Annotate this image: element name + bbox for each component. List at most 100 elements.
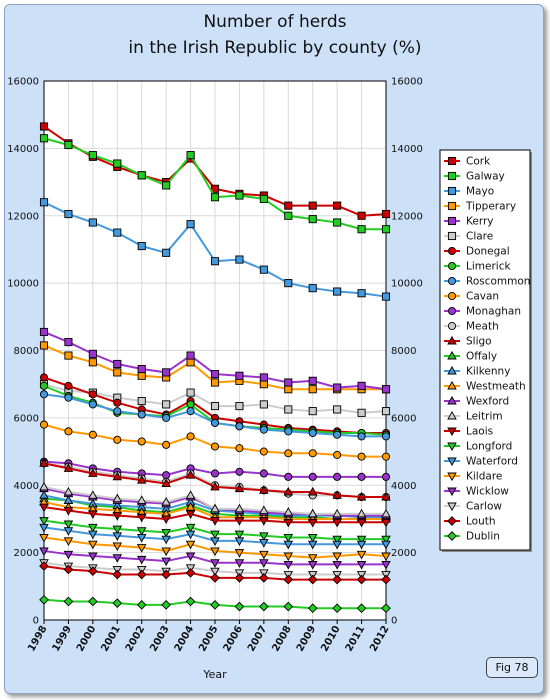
- data-point-sligo: [234, 483, 245, 493]
- data-point-laois: [307, 518, 318, 528]
- data-point-roscommon: [137, 410, 146, 419]
- data-point-wicklow: [39, 547, 49, 557]
- series-wicklow: [39, 547, 391, 570]
- data-point-cork: [210, 184, 220, 193]
- data-point-mayo: [39, 198, 49, 207]
- series-louth: [39, 561, 391, 585]
- data-point-sligo: [381, 491, 391, 501]
- data-point-mayo: [284, 279, 293, 288]
- data-point-kildare: [63, 537, 74, 546]
- data-point-donegal: [88, 390, 97, 399]
- legend-label: Cavan: [466, 291, 499, 303]
- data-point-laois: [112, 512, 123, 521]
- data-point-cavan: [284, 449, 293, 458]
- data-point-laois: [283, 518, 294, 528]
- data-point-louth: [88, 566, 98, 576]
- data-point-kerry: [210, 370, 220, 379]
- data-point-tipperary: [210, 378, 220, 387]
- data-point-clare: [308, 407, 317, 416]
- data-point-wicklow: [210, 559, 220, 568]
- legend-label: Offaly: [466, 351, 497, 363]
- legend-item-sligo: Sligo: [444, 336, 492, 348]
- y-tick-label-left: 8000: [14, 346, 39, 357]
- data-point-mayo: [137, 242, 146, 251]
- legend-item-wicklow: Wicklow: [444, 486, 509, 498]
- data-point-galway: [39, 134, 49, 143]
- legend-item-offaly: Offaly: [444, 351, 497, 363]
- data-point-roscommon: [88, 400, 97, 409]
- data-point-kerry: [235, 371, 244, 380]
- legend-swatch-marker: [447, 380, 457, 390]
- y-tick-label-left: 2000: [14, 548, 39, 559]
- series-clare: [39, 380, 391, 417]
- data-point-dublin: [356, 603, 367, 614]
- data-point-louth: [185, 568, 196, 578]
- data-point-waterford: [136, 534, 147, 543]
- x-tick-label: 2007: [246, 624, 269, 654]
- x-tick-label: 2010: [319, 624, 342, 654]
- y-tick-label-right: 8000: [391, 346, 416, 357]
- x-tick-label: 1998: [26, 624, 49, 654]
- legend-item-kerry: Kerry: [444, 216, 494, 228]
- data-point-sligo: [210, 481, 220, 491]
- legend-item-cavan: Cavan: [444, 291, 499, 303]
- data-point-laois: [234, 517, 245, 526]
- data-point-tipperary: [39, 341, 49, 350]
- data-point-kildare: [283, 552, 294, 562]
- data-point-tipperary: [113, 368, 122, 377]
- data-point-wicklow: [234, 559, 245, 568]
- legend-item-limerick: Limerick: [444, 261, 511, 273]
- data-point-tipperary: [64, 351, 73, 360]
- legend-box: [439, 149, 531, 551]
- data-point-leitrim: [136, 495, 147, 504]
- data-point-kildare: [332, 552, 342, 562]
- data-point-dublin: [39, 594, 49, 605]
- plot-border: [43, 80, 387, 621]
- data-point-cork: [39, 122, 49, 131]
- legend-label: Wexford: [466, 396, 509, 408]
- data-point-galway: [113, 159, 122, 168]
- legend-label: Monaghan: [466, 306, 521, 318]
- data-point-laois: [136, 513, 147, 523]
- data-point-kerry: [162, 368, 171, 377]
- legend-swatch-marker: [447, 350, 457, 360]
- data-point-kildare: [39, 534, 49, 543]
- data-point-monaghan: [210, 469, 220, 478]
- data-point-sligo: [88, 468, 98, 477]
- data-point-kerry: [308, 376, 317, 385]
- data-point-donegal: [39, 373, 49, 382]
- legend-item-carlow: Carlow: [444, 501, 502, 513]
- data-point-longford: [381, 535, 391, 545]
- data-point-clare: [357, 408, 366, 417]
- data-point-dublin: [185, 596, 196, 607]
- legend-item-kilkenny: Kilkenny: [444, 366, 510, 378]
- data-point-monaghan: [235, 467, 244, 476]
- data-point-cavan: [88, 430, 97, 439]
- data-point-waterford: [112, 532, 123, 541]
- legend-swatch-marker: [447, 261, 457, 271]
- data-point-leitrim: [259, 505, 269, 514]
- y-tick-label-right: 12000: [391, 211, 423, 222]
- series-galway: [39, 134, 391, 234]
- data-point-laois: [88, 510, 98, 520]
- data-point-sligo: [63, 463, 74, 472]
- x-tick-label: 2012: [368, 624, 391, 654]
- data-point-kerry: [88, 349, 97, 358]
- legend-label: Waterford: [466, 456, 518, 468]
- legend-item-westmeath: Westmeath: [444, 381, 526, 393]
- y-tick-label-right: 16000: [391, 77, 423, 88]
- data-point-leitrim: [356, 508, 367, 518]
- data-point-waterford: [283, 540, 294, 550]
- legend-label: Roscommon: [466, 276, 530, 288]
- data-point-waterford: [161, 535, 171, 545]
- chart-title-line-1: Number of herds: [203, 12, 347, 32]
- data-point-monaghan: [333, 472, 342, 481]
- legend-item-monaghan: Monaghan: [444, 306, 521, 318]
- legend-item-kildare: Kildare: [444, 471, 502, 483]
- data-point-kerry: [284, 378, 293, 387]
- data-point-longford: [307, 534, 318, 543]
- data-point-waterford: [259, 539, 269, 548]
- legend-label: Leitrim: [466, 411, 503, 423]
- data-point-mayo: [64, 210, 73, 219]
- data-point-mayo: [162, 248, 171, 257]
